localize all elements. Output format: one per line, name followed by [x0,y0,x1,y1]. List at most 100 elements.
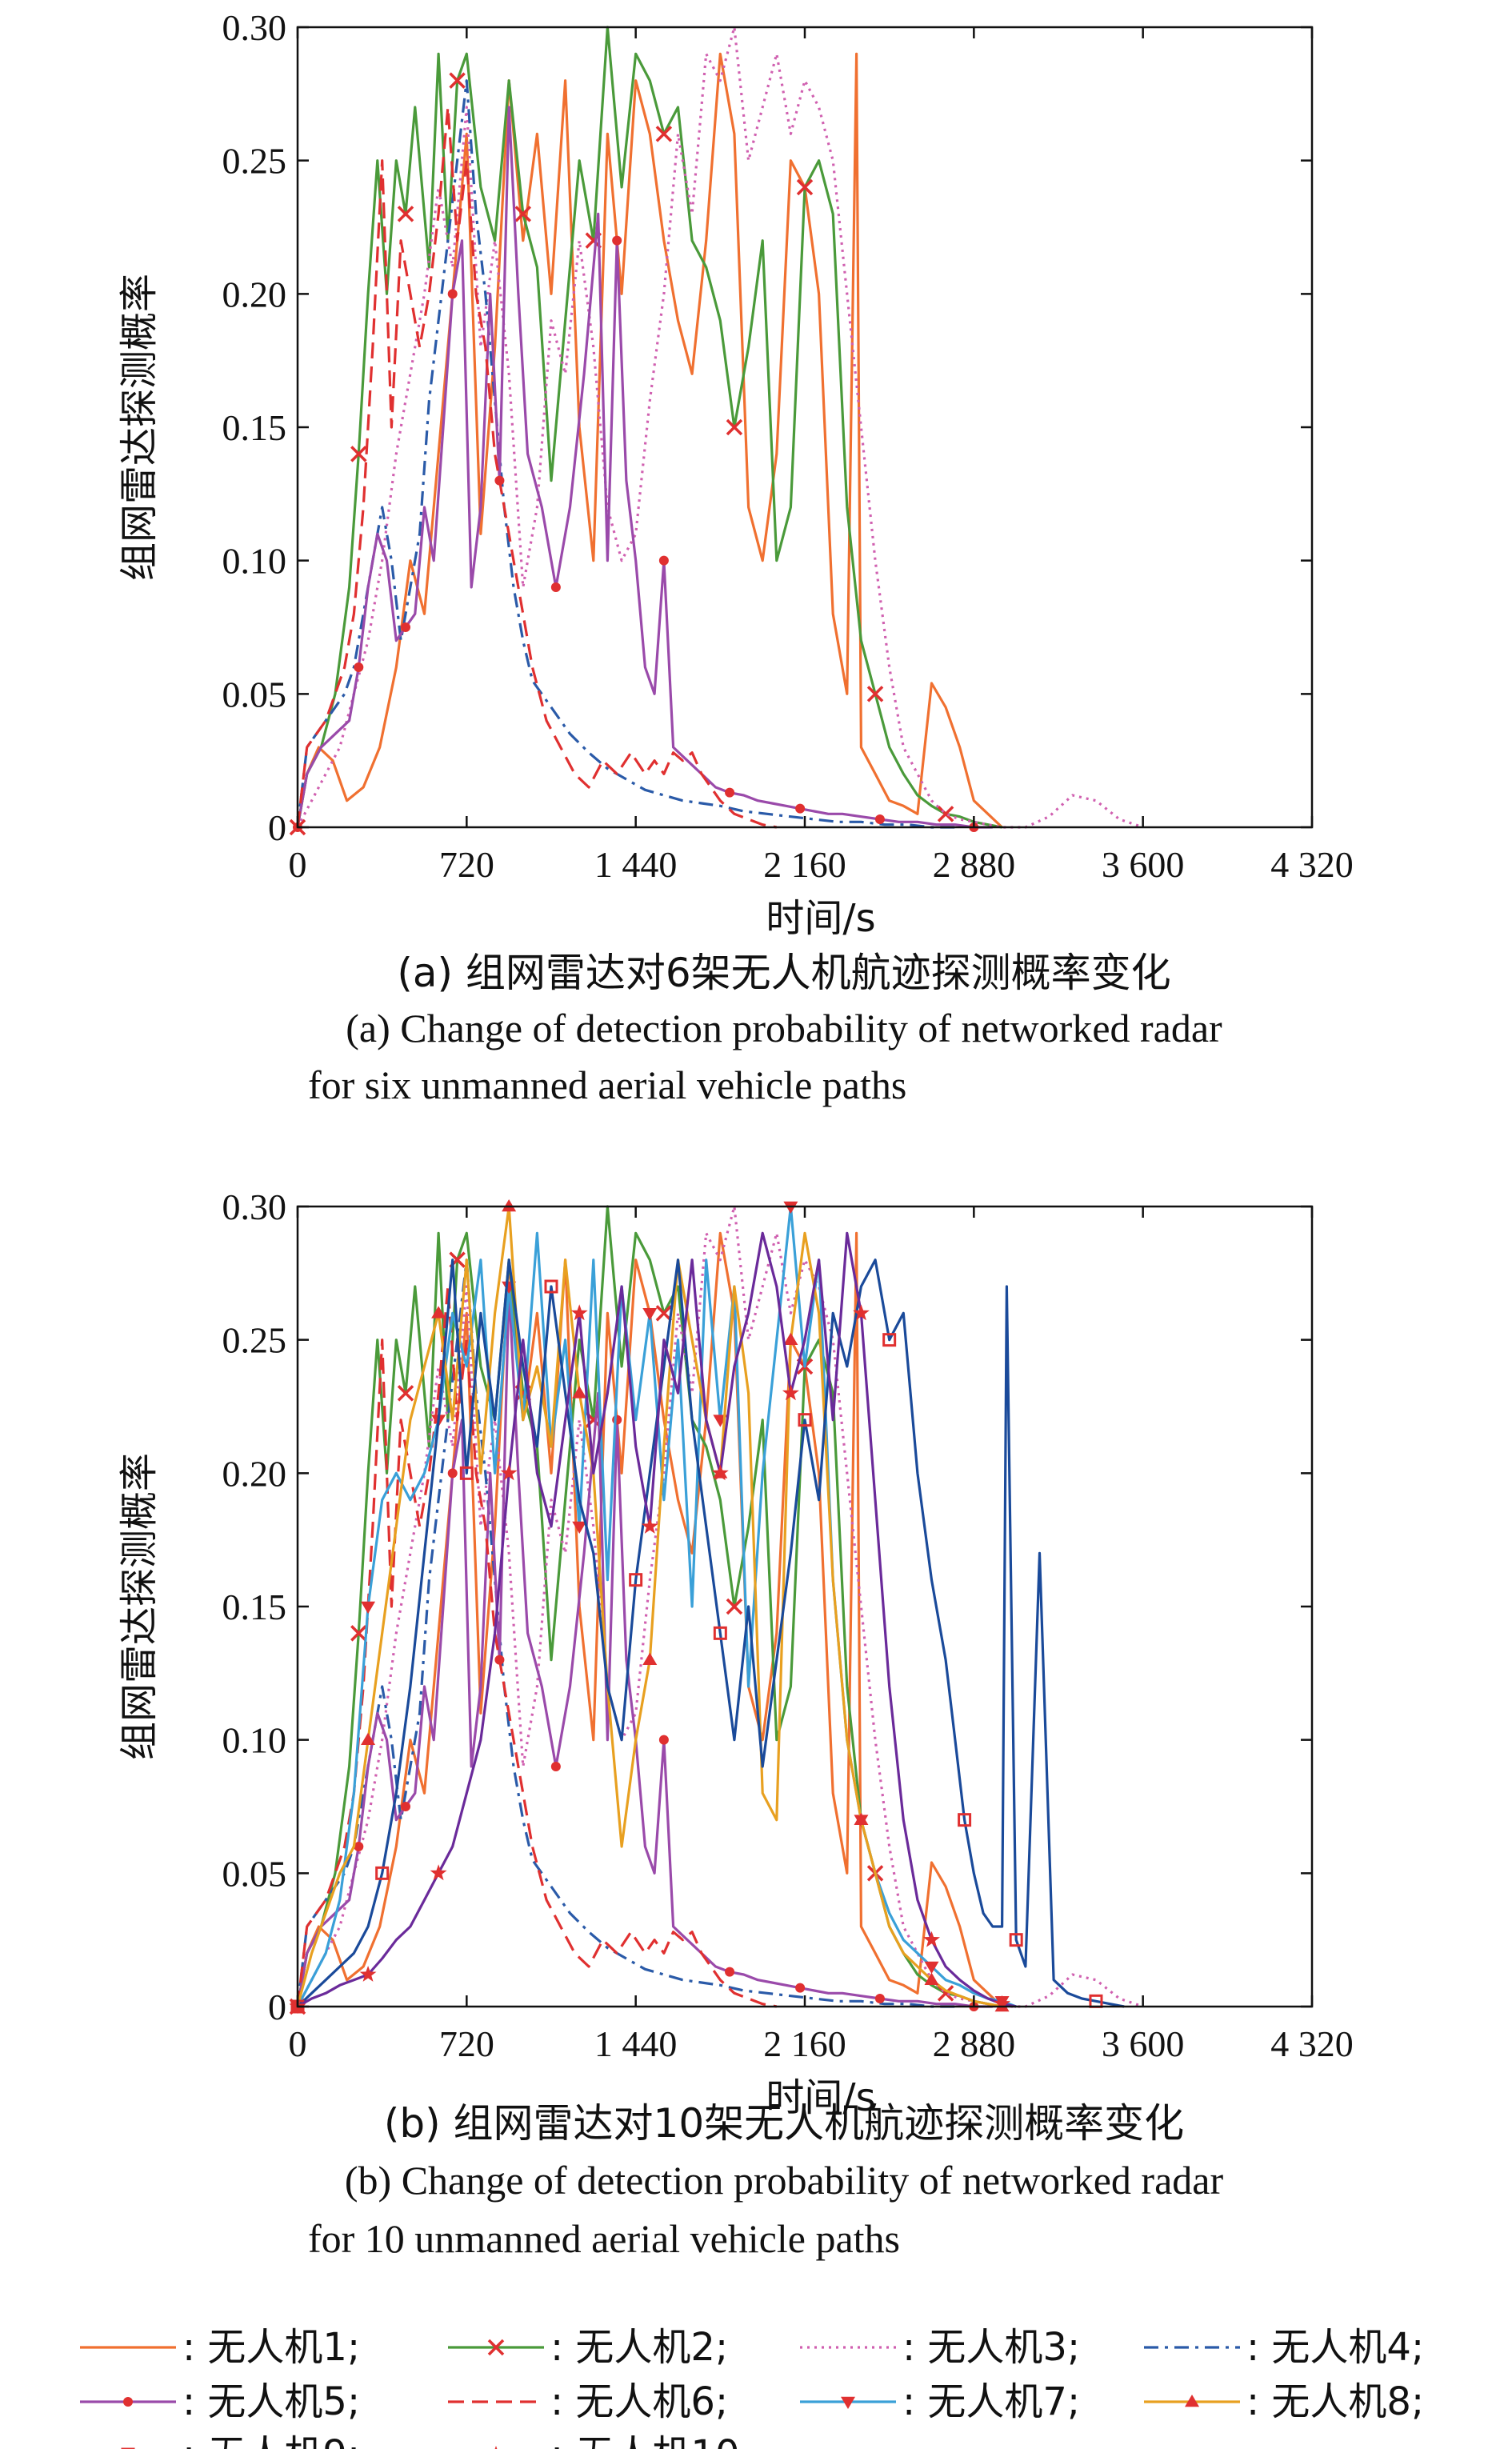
legend-item: : 无人机5; [80,2379,360,2424]
chart-2-xlabel: 时间/s [766,2075,875,2120]
chart-2-series-5-marker [447,1468,458,1479]
chart-1-series-6-line [298,106,778,829]
chart-2-series-8-marker [502,1199,517,1212]
legend-label: : 无人机8; [1246,2379,1424,2424]
chart-1-series-5-marker [550,582,561,592]
legend-label: : 无人机4; [1246,2325,1424,2370]
legend-label: : 无人机9; [182,2432,360,2449]
chart-2-ytick-label: 0.05 [222,1853,287,1894]
chart-2-xtick-label: 4 320 [1270,2023,1354,2064]
chart-2-series-9-marker [713,1626,727,1640]
chart-2-series-5-marker [658,1735,669,1745]
chart-1-series-2-marker [866,686,884,702]
legend-label: : 无人机10。 [550,2432,778,2449]
chart-2-series-5-marker [550,1762,561,1771]
legend-item: : 无人机6; [448,2379,728,2424]
chart-2-series-8-marker [854,1812,869,1825]
chart-1-ytick-label: 0.30 [222,7,287,48]
chart-2-series-5-marker [612,1415,622,1425]
chart-2-series-5-line [298,1285,993,2008]
chart-2-series-5-marker [725,1967,735,1977]
chart-2-series-5-marker [795,1983,806,1993]
chart-2-series-2-marker [350,1625,367,1642]
chart-b-caption-en-2: for 10 unmanned aerial vehicle paths [308,2216,900,2261]
chart-2-series-9-marker [1009,1933,1023,1947]
chart-2-series-10-marker [430,1864,447,1881]
legend-item: : 无人机4; [1144,2325,1424,2370]
chart-1-ytick-label: 0.25 [222,141,287,182]
chart-2-series-8-marker [783,1332,798,1345]
chart-1-xtick-label: 1 440 [594,844,678,885]
chart-1-xtick-label: 3 600 [1102,844,1185,885]
chart-2-series-9-line [298,1259,1125,2008]
legend-item: : 无人机2; [448,2325,728,2370]
legend-label: : 无人机5; [182,2379,360,2424]
chart-2-series-1-line [298,1231,1003,2008]
chart-b-caption-cn: (b) 组网雷达对10架无人机航迹探测概率变化 [384,2100,1184,2147]
chart-2-xtick-label: 720 [439,2023,494,2064]
chart-2-ytick-label: 0.25 [222,1320,287,1361]
chart-2-ytick-label: 0 [268,1987,286,2027]
chart-1-series-2-marker [796,178,814,196]
chart-1-series-5-marker [874,814,885,824]
legend-item: : 无人机1; [80,2325,360,2370]
chart-2-series-10-marker [923,1931,940,1947]
chart-2-series-2-marker [726,1598,743,1615]
chart-1-xtick-label: 2 880 [933,844,1016,885]
chart-1-series-5-marker [401,622,411,632]
chart-a-caption-en-1: (a) Change of detection probability of n… [346,1006,1222,1050]
chart-2-series-8-marker [924,1972,939,1985]
chart-2-xtick-label: 3 600 [1102,2023,1185,2064]
chart-1-series-2-marker [726,418,743,436]
chart-2-series-9-marker [629,1573,643,1587]
chart-2-series-9-marker [375,1866,390,1880]
chart-2-series-9-marker [544,1279,558,1294]
legend-item: : 无人机9; [121,2432,360,2449]
chart-2-series-7-marker [572,1521,587,1534]
chart-1-series-5-marker [658,555,669,566]
chart-2-series-10-line [298,1231,1017,2008]
chart-2-series-7-line [298,1205,1017,2008]
chart-1-ytick-label: 0.05 [222,674,287,714]
legend-marker [494,2446,498,2449]
chart-2-series-10-marker [711,1464,729,1481]
chart-1-series-2-marker [397,206,414,222]
chart-1-ytick-label: 0 [268,807,286,848]
chart-2-series-9-marker [798,1413,812,1427]
chart-1-series-5-marker [795,803,806,814]
chart-2-series-8-marker [572,1386,587,1399]
chart-2-series-2-marker [655,1305,673,1322]
chart-1-xlabel: 时间/s [766,896,875,941]
chart-2-series-5-marker [874,1994,885,2003]
legend-item: : 无人机3; [800,2325,1080,2370]
chart-2-series-7-marker [361,1601,376,1614]
chart-2-series-8-marker [361,1732,376,1745]
legend-item: : 无人机10。 [494,2432,778,2449]
legend-label: : 无人机2; [550,2325,728,2370]
legend-label: : 无人机3; [902,2325,1080,2370]
chart-2-series-5-marker [401,1802,411,1811]
chart-1-xtick-label: 720 [439,844,494,885]
chart-1-ytick-label: 0.20 [222,274,287,314]
chart-2-xtick-label: 2 880 [933,2023,1016,2064]
chart-b: 0 720 1 440 2 160 2 880 3 600 4 320 0 0.05 0.10 0.… [117,1186,1354,2120]
chart-2-xtick-label: 2 160 [763,2023,846,2064]
chart-1-series-2-marker [449,72,466,89]
chart-2-ylabel: 组网雷达探测概率 [117,1453,162,1760]
chart-1-series-2-marker [655,126,673,142]
chart-a-caption-en-2: for six unmanned aerial vehicle paths [308,1062,906,1107]
chart-2-ytick-label: 0.20 [222,1453,287,1494]
chart-2-series-7-marker [924,1961,939,1974]
chart-2-series-7-marker [642,1308,658,1321]
chart-2-series-9-marker [958,1813,972,1827]
chart-1-series-2-marker [350,446,367,462]
chart-1-ylabel: 组网雷达探测概率 [117,274,162,581]
chart-2-series-7-marker [783,1201,798,1214]
chart-1-series-5-marker [612,235,622,246]
chart-2-ytick-label: 0.30 [222,1186,287,1227]
chart-2-series-10-marker [782,1384,799,1401]
legend: : 无人机1; : 无人机2; : 无人机3; : 无人机4; : 无人机5; : 无人机… [80,2325,1424,2449]
legend-label: : 无人机7; [902,2379,1080,2424]
chart-a: 0 720 1 440 2 160 2 880 3 600 4 320 0 0.05 0.10 0.… [117,7,1354,941]
chart-2-series-10-marker [853,1304,870,1321]
